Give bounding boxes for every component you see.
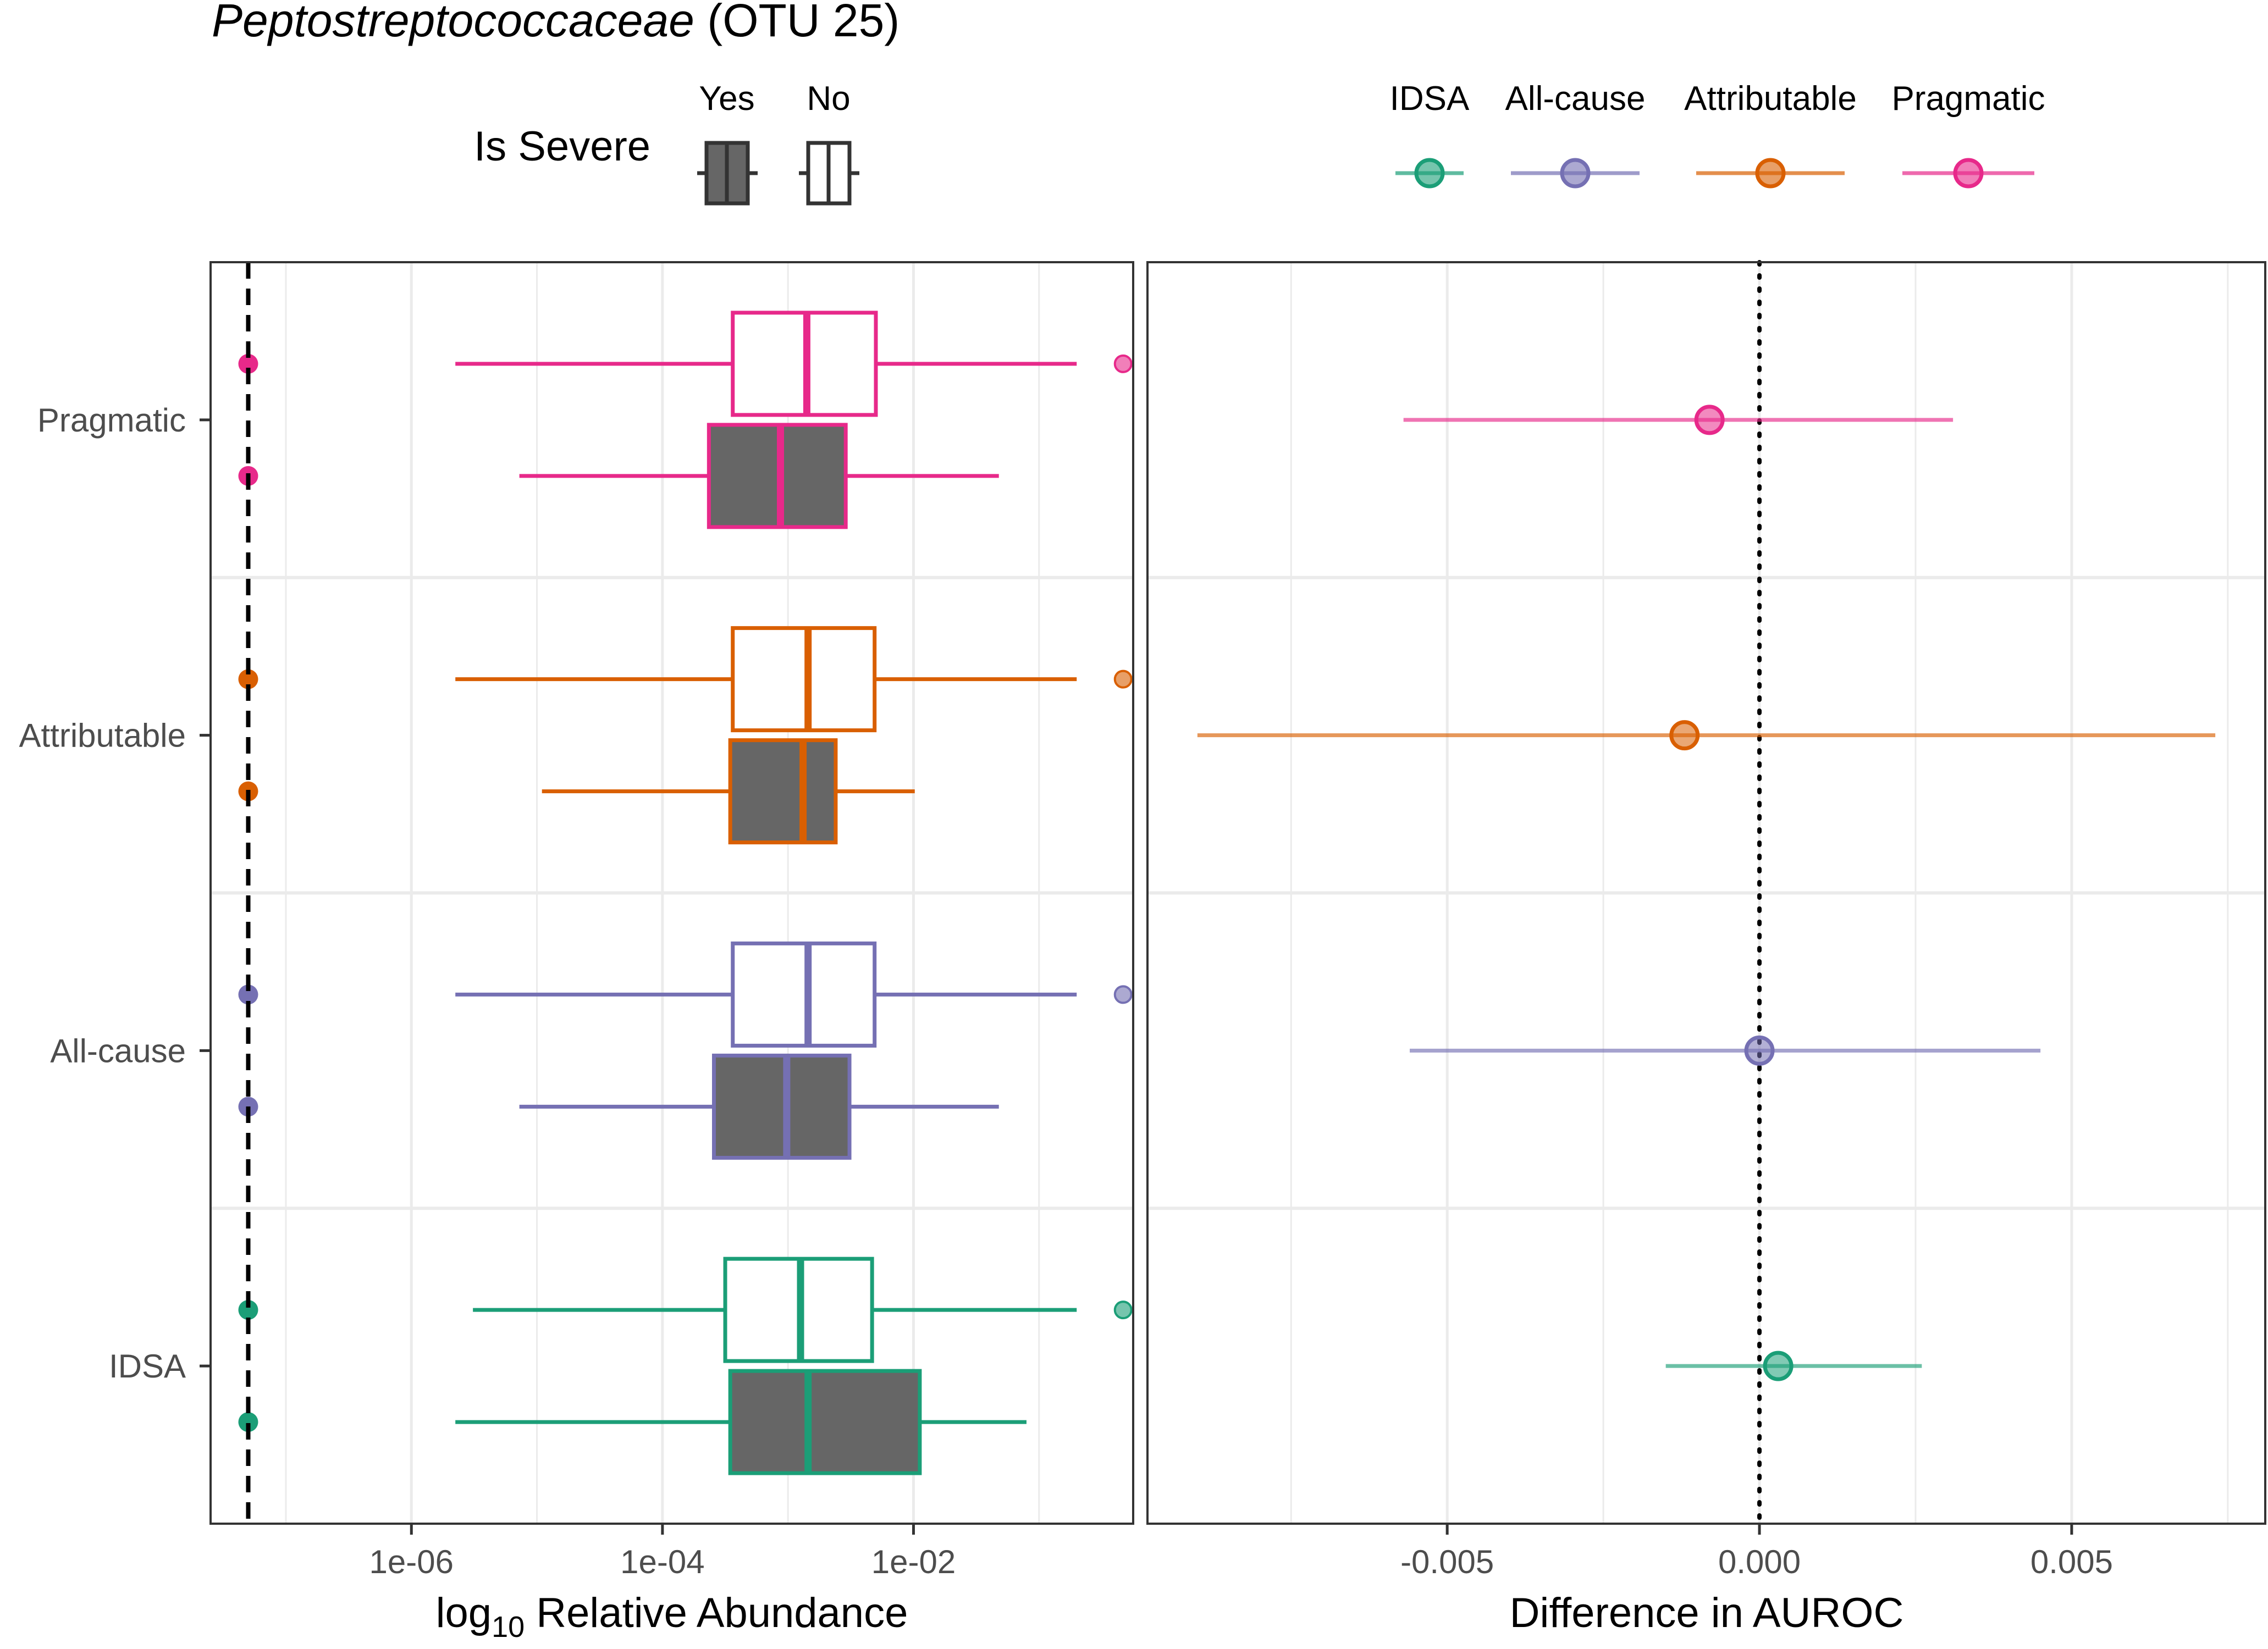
iqr-box <box>731 626 877 733</box>
outlier-point <box>1113 354 1133 373</box>
legend-outcome-key-idsa <box>1395 158 1464 189</box>
figure-title: Peptostreptococcaceae (OTU 25) <box>212 0 900 46</box>
abundance-axis-title: log10 Relative Abundance <box>436 1590 908 1644</box>
x-axis-tick-label: 1e-04 <box>620 1543 704 1580</box>
title-taxon: Peptostreptococcaceae <box>212 0 694 46</box>
iqr-box <box>711 1053 852 1160</box>
legend-key-point <box>1755 158 1786 189</box>
iqr-box <box>728 738 838 845</box>
outlier-point <box>1113 985 1133 1004</box>
legend-severe-no-label: No <box>807 80 850 118</box>
legend-severe-yes-label: Yes <box>699 80 754 118</box>
zero-abundance-point <box>238 1300 258 1320</box>
box-group-attributable <box>238 626 1133 845</box>
x-axis-tick-label: 1e-06 <box>369 1543 454 1580</box>
zero-abundance-point <box>238 669 258 689</box>
auroc-axis-title: Difference in AUROC <box>1510 1590 1904 1636</box>
legend-outcome-key-attributable <box>1696 158 1845 189</box>
estimate-point <box>1744 1035 1775 1066</box>
legend-outcome: IDSA All-cause Attributable Pragmatic <box>1390 80 2045 189</box>
estimate-point <box>1763 1351 1794 1381</box>
x-axis-tick-label: 0.000 <box>1718 1543 1801 1580</box>
box-attributable-severe <box>238 738 915 845</box>
panel-abundance-border <box>209 261 1134 1525</box>
box-all-cause-not-severe <box>238 941 1133 1048</box>
legend-key-point <box>1414 158 1445 189</box>
box-group-all-cause <box>238 941 1133 1160</box>
x-axis-tick-label: 0.005 <box>2030 1543 2113 1580</box>
box-group-idsa <box>238 1257 1133 1475</box>
y-axis-label-all-cause: All-cause <box>50 1032 186 1069</box>
y-axis-label-pragmatic: Pragmatic <box>37 402 186 439</box>
box-idsa-not-severe <box>238 1257 1133 1363</box>
zero-abundance-point <box>238 353 258 374</box>
box-attributable-not-severe <box>238 626 1133 733</box>
estimate-point <box>1694 405 1725 435</box>
legend-is-severe: Is Severe Yes No <box>474 80 859 206</box>
zero-abundance-point <box>238 1412 258 1432</box>
zero-abundance-point <box>238 984 258 1005</box>
pointrange-attributable <box>1197 720 2216 751</box>
pointrange-all-cause <box>1410 1035 2041 1066</box>
x-axis-tick-label: 1e-02 <box>871 1543 956 1580</box>
y-axis-label-idsa: IDSA <box>109 1348 186 1385</box>
estimate-point <box>1669 720 1700 751</box>
legend-outcome-key-all-cause <box>1511 158 1640 189</box>
outlier-point <box>1113 1301 1133 1320</box>
title-otu: (OTU 25) <box>707 0 900 46</box>
legend-outcome-pragmatic-label: Pragmatic <box>1891 80 2045 118</box>
iqr-box <box>731 941 877 1048</box>
legend-severe-title: Is Severe <box>474 123 650 170</box>
y-axis-label-attributable: Attributable <box>19 717 186 754</box>
box-all-cause-severe <box>238 1053 999 1160</box>
box-pragmatic-not-severe <box>238 311 1133 417</box>
legend-outcome-idsa-label: IDSA <box>1390 80 1470 118</box>
legend-key-point <box>1560 158 1591 189</box>
pointrange-pragmatic <box>1403 405 1954 435</box>
legend-outcome-attributable-label: Attributable <box>1684 80 1857 118</box>
box-pragmatic-severe <box>238 423 999 529</box>
box-idsa-severe <box>238 1369 1027 1475</box>
panel-auroc: -0.005 0.000 0.005 Difference in AUROC <box>1146 260 2266 1636</box>
panel-auroc-border <box>1146 261 2266 1525</box>
iqr-box <box>728 1369 922 1475</box>
legend-severe-yes-key <box>697 141 758 206</box>
legend-outcome-allcause-label: All-cause <box>1505 80 1646 118</box>
pointrange-idsa <box>1665 1351 1922 1381</box>
outlier-point <box>1113 669 1133 689</box>
panel-abundance: Pragmatic Attributable All-cause IDSA 1e-06 1… <box>19 261 1134 1644</box>
box-group-pragmatic <box>238 311 1133 529</box>
legend-severe-no-key <box>799 141 859 206</box>
x-axis-tick-label: -0.005 <box>1400 1543 1494 1580</box>
legend-key-point <box>1953 158 1984 189</box>
legend-outcome-key-pragmatic <box>1902 158 2034 189</box>
